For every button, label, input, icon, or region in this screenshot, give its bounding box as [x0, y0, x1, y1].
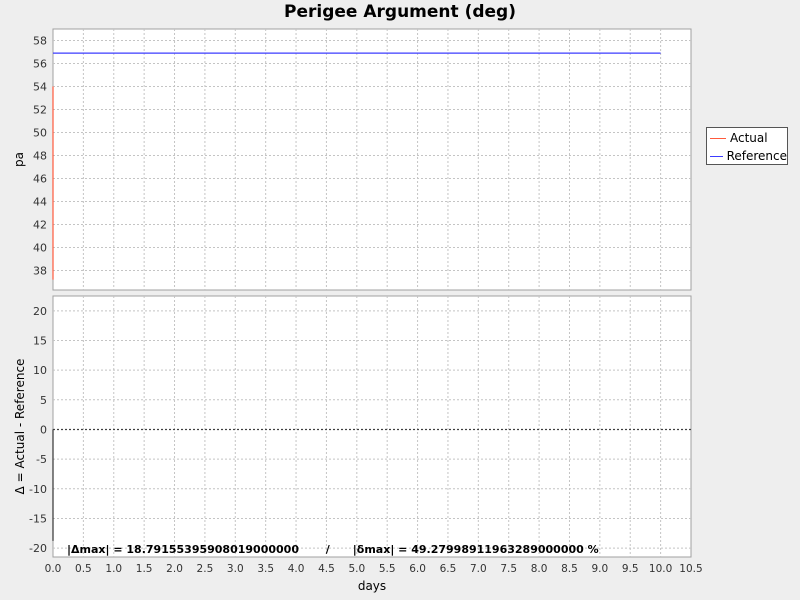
x-tick-label: 7.0 [470, 563, 487, 575]
y-tick-label: 38 [33, 264, 47, 277]
y-tick-label: 58 [33, 34, 47, 47]
x-tick-label: 8.0 [531, 563, 548, 575]
x-tick-label: 3.5 [257, 563, 274, 575]
x-tick-label: 0.5 [75, 563, 92, 575]
y-tick-label: 44 [33, 195, 47, 208]
plot-area-1 [52, 28, 692, 291]
x-tick-label: 6.0 [409, 563, 426, 575]
legend-item-reference: Reference [707, 147, 787, 165]
legend-swatch-actual [710, 137, 726, 139]
chart-title: Perigee Argument (deg) [284, 2, 516, 22]
x-axis-label: days [358, 579, 386, 593]
y-tick-label: 46 [33, 172, 47, 185]
plot-area-2 [52, 295, 692, 558]
y-tick-label: 48 [33, 149, 47, 162]
x-tick-label: 9.5 [622, 563, 639, 575]
x-tick-label: 2.5 [197, 563, 214, 575]
x-tick-label: 8.5 [561, 563, 578, 575]
x-tick-label: 4.0 [288, 563, 305, 575]
legend-label-actual: Actual [730, 131, 768, 145]
legend-item-actual: Actual [707, 129, 787, 147]
y-axis-label-2: Δ = Actual - Reference [13, 359, 27, 495]
x-tick-label: 7.5 [500, 563, 517, 575]
y-tick-label: -5 [36, 453, 47, 466]
y-tick-label: 56 [33, 57, 47, 70]
y-tick-label: 52 [33, 103, 47, 116]
y-tick-label: 50 [33, 126, 47, 139]
y-tick-label: 5 [40, 394, 47, 407]
x-tick-label: 5.5 [379, 563, 396, 575]
y-tick-label: 40 [33, 241, 47, 254]
y-tick-label: 20 [33, 305, 47, 318]
x-tick-label: 2.0 [166, 563, 183, 575]
delta-stats-annotation: |Δmax| = 18.79155395908019000000 / |δmax… [67, 543, 599, 556]
x-tick-label: 5.0 [348, 563, 365, 575]
legend: Actual Reference [706, 127, 788, 165]
legend-label-reference: Reference [726, 149, 787, 163]
x-tick-label: 1.0 [105, 563, 122, 575]
legend-swatch-reference [710, 155, 723, 157]
y-tick-label: -20 [29, 542, 47, 555]
y-axis-label-1: pa [12, 152, 26, 167]
x-tick-label: 9.0 [592, 563, 609, 575]
x-tick-label: 10.0 [649, 563, 672, 575]
y-tick-label: 54 [33, 80, 47, 93]
y-tick-label: 15 [33, 334, 47, 347]
x-tick-label: 1.5 [136, 563, 153, 575]
x-tick-label: 6.5 [440, 563, 457, 575]
y-tick-label: -15 [29, 512, 47, 525]
y-tick-label: 10 [33, 364, 47, 377]
x-tick-label: 10.5 [679, 563, 702, 575]
x-tick-label: 3.0 [227, 563, 244, 575]
x-tick-label: 0.0 [45, 563, 62, 575]
y-tick-label: -10 [29, 483, 47, 496]
y-tick-label: 0 [40, 423, 47, 436]
x-tick-label: 4.5 [318, 563, 335, 575]
y-tick-label: 42 [33, 218, 47, 231]
